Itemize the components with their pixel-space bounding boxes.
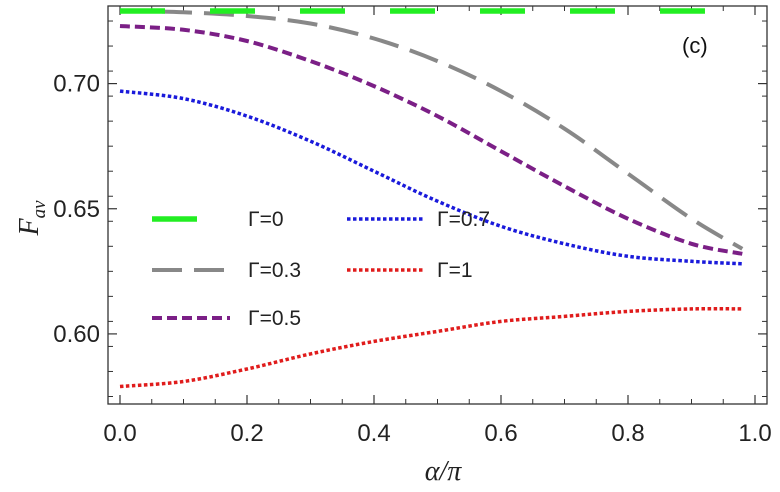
x-axis-title: α/π [425,456,462,487]
series-line-4 [119,306,743,389]
y-tick-label: 0.60 [53,321,100,348]
y-tick-label: 0.65 [53,196,100,223]
x-tick-label: 0.2 [230,420,263,447]
series-lines [119,8,744,389]
legend-label-1: Γ=0.3 [248,259,301,282]
x-tick-label: 0.6 [484,420,517,447]
legend-label-0: Γ=0 [248,208,284,231]
axis-tick-labels: 0.0 0.2 0.4 0.6 0.8 1.0 0.60 0.65 0.70 [53,71,771,447]
y-tick-label: 0.70 [53,71,100,98]
x-tick-label: 0.0 [103,420,136,447]
y-axis-title-main: F [14,218,45,237]
legend: Γ=0 Γ=0.3 Γ=0.5 Γ=0.7 Γ=1 [152,208,490,330]
legend-label-4: Γ=1 [437,259,473,282]
x-tick-label: 0.8 [611,420,644,447]
legend-label-3: Γ=0.7 [437,208,490,231]
series-line-2 [119,24,743,256]
x-tick-label: 1.0 [738,420,771,447]
series-line-3 [119,89,743,266]
y-axis-title-sub: av [29,200,50,219]
legend-label-2: Γ=0.5 [248,307,301,330]
panel-label: (c) [682,33,708,58]
x-tick-label: 0.4 [357,420,390,447]
y-axis-title: Fav [14,200,50,237]
series-line-1 [119,9,744,251]
svg-text:Fav: Fav [14,200,50,237]
